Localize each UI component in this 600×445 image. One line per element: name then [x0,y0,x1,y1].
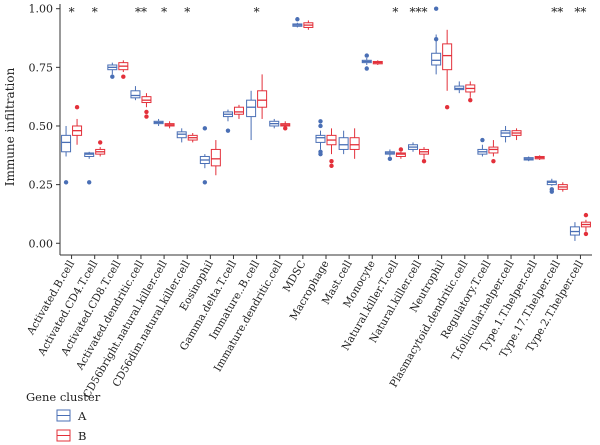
y-tick-label: 0.25 [29,179,54,192]
outlier-point [468,97,473,103]
significance-mark: ** [135,5,147,19]
outlier-point [329,158,334,164]
outlier-point [121,74,126,79]
outlier-point [398,147,404,152]
legend: Gene cluster A B [26,390,101,443]
y-tick-label: 0.75 [29,61,54,74]
outlier-point [433,36,439,42]
x-axis: Activated.B.cellActivated.CD4.T.cellActi… [24,254,592,400]
outlier-point [318,151,323,157]
outlier-point [74,105,80,110]
outlier-point [491,158,496,164]
box [257,90,268,108]
outlier-point [433,6,439,11]
outlier-point [144,109,149,115]
significance-mark: * [392,5,398,19]
outlier-point [110,74,115,79]
box [315,134,326,143]
outlier-point [549,189,555,194]
outlier-point [583,231,589,237]
significance-mark: * [184,5,190,19]
box [431,52,442,66]
significance-mark: ** [551,5,563,19]
outlier-point [202,126,208,131]
y-axis: 0.00 0.25 0.50 0.75 1.00 [29,3,61,255]
significance-mark: * [161,5,167,19]
legend-label-a: A [77,409,87,423]
outlier-point [364,66,369,71]
outlier-point [202,180,208,185]
outlier-point [387,156,393,162]
outlier-point [318,123,323,129]
outlier-point [318,119,323,124]
box [130,90,141,99]
outlier-point [97,140,103,145]
box [442,43,453,71]
outlier-point [295,17,300,22]
y-tick-label: 0.50 [29,120,54,133]
box [233,106,244,115]
box [349,137,360,150]
significance-mark: * [69,5,75,19]
significance-mark: * [254,5,260,19]
y-axis-label: Immune infiltration [3,67,17,186]
outlier-point [144,114,149,119]
box [61,134,72,153]
legend-label-b: B [78,429,86,443]
outlier-point [86,180,92,185]
outlier-point [421,158,427,164]
box [210,148,221,167]
box [338,137,349,150]
significance-mark: ** [574,5,586,19]
outlier-point [225,128,231,133]
significance-mark: *** [410,5,428,19]
significance-mark: * [92,5,98,19]
outlier-point [364,53,369,58]
series-b [72,20,591,237]
y-tick-label: 1.00 [29,3,54,16]
outlier-point [583,212,589,218]
outlier-point [329,163,334,169]
box [246,99,257,118]
outlier-point [283,126,288,131]
significance-marks: * * ** * * * * *** ** ** [69,5,587,19]
outlier-point [444,105,450,110]
legend-title: Gene cluster [26,390,101,404]
outlier-point [480,137,485,143]
plot-area [61,6,591,241]
y-tick-label: 0.00 [29,237,54,250]
series-a [61,6,580,241]
outlier-point [63,180,69,185]
